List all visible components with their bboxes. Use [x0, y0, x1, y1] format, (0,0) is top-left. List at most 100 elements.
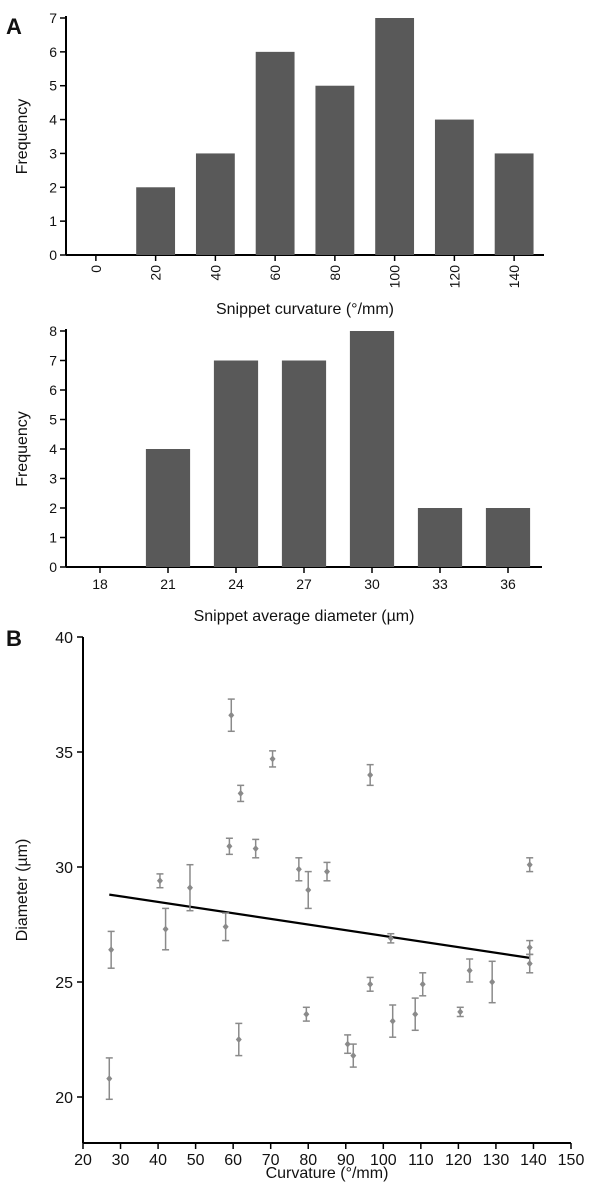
hist-b-y-tick-label: 4	[49, 441, 57, 457]
scatter-x-tick-label: 50	[187, 1152, 205, 1169]
scatter-x-tick-label: 150	[558, 1152, 585, 1169]
hist-a-bar	[434, 119, 474, 255]
hist-b-x-tick-label: 27	[296, 576, 312, 592]
scatter-x-axis-label: Curvature (°/mm)	[266, 1165, 389, 1182]
hist-b-x-tick-label: 24	[228, 576, 244, 592]
scatter-x-tick-label: 130	[483, 1152, 510, 1169]
hist-b-y-tick-label: 2	[49, 500, 57, 516]
scatter-x-tick-label: 120	[445, 1152, 472, 1169]
scatter-point	[228, 711, 235, 719]
scatter-point	[466, 967, 473, 974]
scatter-point	[350, 1052, 357, 1060]
scatter-point	[106, 1075, 113, 1083]
scatter-x-tick-label: 70	[262, 1152, 280, 1169]
hist-a-x-tick-label: 20	[148, 265, 164, 281]
hist-a-y-tick-label: 7	[49, 10, 57, 26]
hist-b-x-axis-label: Snippet average diameter (µm)	[194, 608, 415, 625]
scatter-y-tick-label: 30	[55, 860, 73, 877]
hist-a-x-tick-label: 100	[387, 265, 403, 289]
hist-b-y-tick-label: 8	[49, 323, 57, 339]
hist-a-bar	[375, 18, 415, 255]
scatter-point	[526, 861, 533, 869]
scatter-curvature-vs-diameter: 20 25 30 35 40 20 30 40 50 60 70 80 90 100 110 120 130 14…	[14, 630, 584, 1182]
scatter-point	[457, 1008, 464, 1016]
scatter-point	[389, 1017, 396, 1025]
hist-b-y-tick-label: 3	[49, 471, 57, 487]
hist-b-x-tick-label: 30	[364, 576, 380, 592]
scatter-point	[412, 1010, 419, 1018]
hist-b-bar	[145, 449, 191, 567]
scatter-trendline	[109, 893, 530, 959]
hist-a-y-tick-label: 3	[49, 145, 57, 161]
hist-a-x-tick-label: 80	[327, 265, 343, 281]
scatter-x-tick-label: 60	[224, 1152, 242, 1169]
scatter-x-tick-label: 20	[74, 1152, 92, 1169]
scatter-point	[367, 980, 374, 988]
scatter-point	[419, 980, 426, 988]
hist-a-bar	[494, 153, 534, 255]
scatter-point	[526, 944, 533, 951]
scatter-x-tick-label: 110	[408, 1152, 434, 1169]
hist-b-bar	[485, 508, 531, 567]
scatter-point	[324, 868, 330, 876]
hist-a-x-axis-label: Snippet curvature (°/mm)	[216, 301, 394, 318]
hist-a-x-tick-label: 40	[207, 265, 223, 281]
hist-b-x-tick-label: 21	[160, 576, 176, 592]
scatter-y-tick-label: 40	[55, 630, 73, 647]
hist-a-y-axis-label: Frequency	[14, 99, 31, 175]
hist-a-y-tick-label: 6	[49, 44, 57, 60]
scatter-x-tick-label: 90	[337, 1152, 355, 1169]
scatter-y-tick-label: 20	[55, 1090, 73, 1107]
scatter-x-tick-label: 40	[149, 1152, 167, 1169]
hist-a-bar	[136, 187, 176, 255]
scatter-point	[235, 1036, 242, 1043]
scatter-point	[162, 925, 169, 933]
hist-a-y-tick-label: 5	[49, 78, 57, 94]
hist-b-bar	[349, 331, 395, 567]
hist-b-bar	[213, 360, 259, 567]
scatter-point	[226, 842, 233, 850]
hist-a-y-tick-label: 4	[49, 112, 57, 128]
scatter-x-tick-label: 80	[299, 1152, 317, 1169]
hist-a-y-tick-label: 0	[49, 247, 57, 263]
scatter-point	[186, 884, 193, 892]
scatter-point	[252, 845, 259, 853]
histogram-diameter: 0 1 2 3 4 5 6 7 8 18 21 24 27 30 33 36 Snippet average d…	[14, 323, 542, 625]
scatter-point	[305, 886, 312, 894]
scatter-x-tick-label: 30	[112, 1152, 130, 1169]
hist-b-y-tick-label: 5	[49, 412, 57, 428]
histogram-curvature: 0 1 2 3 4 5 6 7 0 20 40 60 80 100 120 140 Snippet curvat…	[14, 10, 544, 318]
scatter-point	[156, 877, 163, 885]
hist-b-x-tick-label: 18	[92, 576, 108, 592]
hist-a-y-tick-label: 2	[49, 179, 57, 195]
scatter-x-tick-label: 100	[370, 1152, 397, 1169]
hist-b-y-axis-label: Frequency	[14, 411, 31, 487]
hist-a-bar	[195, 153, 235, 255]
hist-b-bar	[281, 360, 327, 567]
hist-a-bar	[315, 85, 355, 255]
panel-letter-a: A	[6, 14, 22, 39]
hist-b-x-tick-label: 36	[500, 576, 516, 592]
scatter-point	[526, 960, 533, 968]
hist-a-x-tick-label: 120	[446, 265, 462, 289]
scatter-y-tick-label: 35	[55, 745, 73, 762]
hist-a-x-tick-label: 60	[267, 265, 283, 281]
scatter-point	[489, 978, 496, 986]
hist-b-x-tick-label: 33	[432, 576, 448, 592]
scatter-point	[344, 1040, 351, 1048]
hist-a-y-tick-label: 1	[49, 213, 57, 229]
scatter-point	[269, 755, 276, 763]
scatter-point	[237, 789, 244, 797]
hist-b-y-tick-label: 0	[49, 559, 57, 575]
hist-b-y-tick-label: 1	[49, 530, 57, 546]
panel-letter-b: B	[6, 626, 22, 651]
scatter-y-axis-label: Diameter (µm)	[14, 839, 31, 942]
hist-a-bar	[255, 51, 295, 255]
scatter-point	[303, 1010, 310, 1018]
hist-b-y-tick-label: 7	[49, 353, 57, 369]
scatter-point	[108, 946, 115, 954]
hist-b-bar	[417, 508, 463, 567]
hist-b-y-tick-label: 6	[49, 382, 57, 398]
hist-a-x-tick-label: 0	[88, 265, 104, 273]
